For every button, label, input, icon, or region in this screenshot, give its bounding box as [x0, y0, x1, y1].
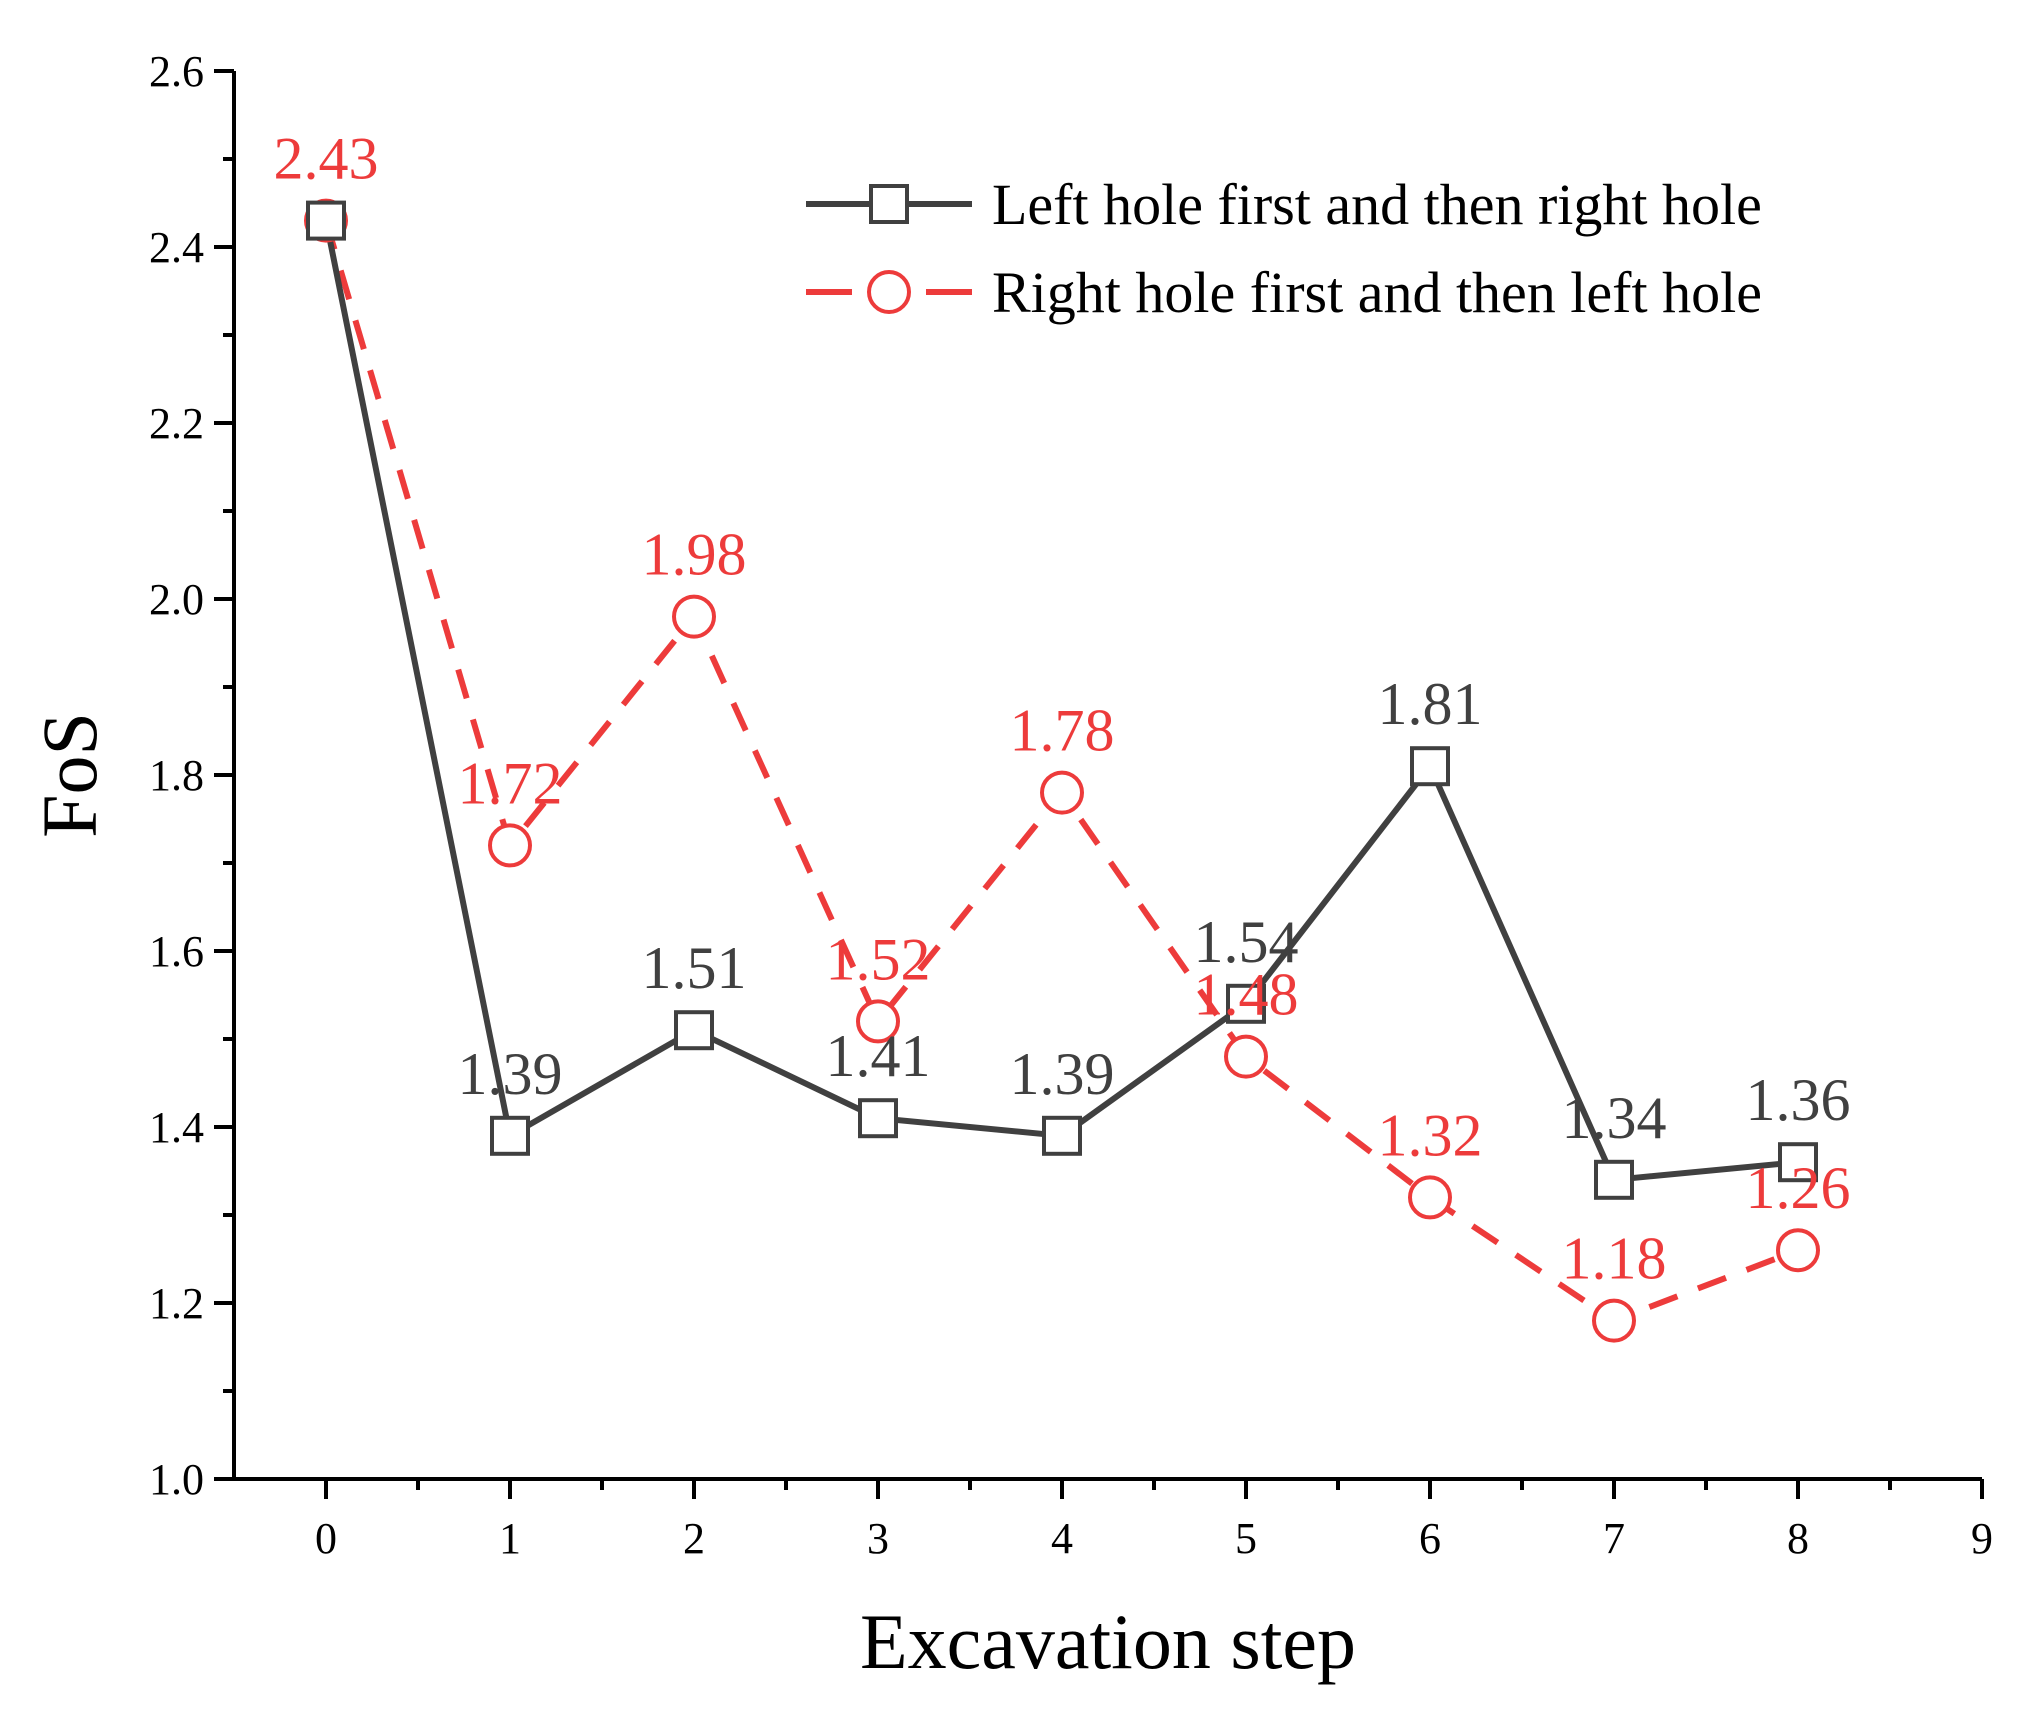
x-tick-label: 5 — [1235, 1514, 1257, 1563]
marker-square — [1226, 983, 1266, 1024]
marker-circle — [1408, 1175, 1452, 1220]
data-label-right-first: 1.48 — [1194, 962, 1299, 1028]
x-tick-label: 8 — [1787, 1514, 1809, 1563]
marker-square — [1042, 1115, 1082, 1156]
x-tick-label: 2 — [683, 1514, 705, 1563]
data-labels-layer: 1.39 1.51 1.41 1.39 1.54 1.81 1.34 1.36 2.43 1.72… — [274, 126, 1851, 1292]
data-label-left-first: 1.51 — [642, 935, 747, 1001]
marker-circle — [1592, 1298, 1636, 1343]
y-axis-title: FoS — [26, 712, 113, 838]
marker-square — [674, 1010, 714, 1051]
data-label-right-first: 1.26 — [1746, 1155, 1851, 1221]
data-label-left-first: 1.34 — [1562, 1085, 1667, 1151]
x-tick-label: 0 — [315, 1514, 337, 1563]
marker-circle — [488, 823, 532, 868]
marker-square — [1594, 1159, 1634, 1200]
x-axis-title: Excavation step — [860, 1598, 1356, 1685]
marker-square — [1778, 1142, 1818, 1183]
x-tick-label: 1 — [499, 1514, 521, 1563]
data-label-left-first: 1.36 — [1746, 1067, 1851, 1133]
x-tick-label: 4 — [1051, 1514, 1073, 1563]
y-tick-label: 2.2 — [149, 399, 204, 448]
data-label-right-first: 1.78 — [1010, 698, 1115, 764]
marker-square — [858, 1098, 898, 1139]
x-tick-label: 9 — [1971, 1514, 1993, 1563]
y-tick-label: 1.2 — [149, 1279, 204, 1328]
data-label-left-first: 1.39 — [1010, 1041, 1115, 1107]
legend-label: Left hole first and then right hole — [992, 172, 1762, 237]
x-tick-label: 7 — [1603, 1514, 1625, 1563]
data-label-left-first: 1.54 — [1194, 909, 1299, 975]
data-label-left-first: 1.39 — [458, 1041, 563, 1107]
y-tick-label: 1.0 — [149, 1455, 204, 1504]
data-label-left-first: 1.41 — [826, 1023, 931, 1089]
data-label-right-first: 1.72 — [458, 750, 563, 816]
y-tick-label: 1.4 — [149, 1103, 204, 1152]
data-label-left-first: 1.81 — [1378, 671, 1483, 737]
marker-square — [306, 200, 346, 241]
marker-circle — [856, 999, 900, 1044]
data-label-right-first: 1.98 — [642, 522, 747, 588]
data-label-right-first: 1.18 — [1562, 1226, 1667, 1292]
marker-circle — [672, 594, 716, 639]
legend-marker-circle — [867, 270, 911, 314]
axes: 1.0 1.2 1.4 1.6 1.8 2.0 2.2 2.4 2.6 0 1 2 3 4 5 6 7 8 9 Exc… — [26, 47, 1993, 1685]
legend: Left hole first and then right hole Right… — [806, 172, 1762, 325]
y-tick-label: 2.0 — [149, 575, 204, 624]
marker-circle — [1224, 1034, 1268, 1079]
x-tick-label: 6 — [1419, 1514, 1441, 1563]
y-tick-label: 1.8 — [149, 751, 204, 800]
series-layer — [304, 198, 1820, 1343]
data-label-right-first: 1.32 — [1378, 1102, 1483, 1168]
marker-circle — [1776, 1228, 1820, 1273]
data-label-right-first: 2.43 — [274, 126, 379, 192]
marker-circle — [1040, 770, 1084, 815]
x-tick-label: 3 — [867, 1514, 889, 1563]
y-tick-label: 1.6 — [149, 927, 204, 976]
data-label-right-first: 1.52 — [826, 926, 931, 992]
marker-square — [490, 1115, 530, 1156]
legend-marker-square — [869, 184, 909, 224]
marker-square — [1410, 746, 1450, 787]
legend-label: Right hole first and then left hole — [992, 260, 1762, 325]
y-tick-label: 2.4 — [149, 223, 204, 272]
y-tick-label: 2.6 — [149, 47, 204, 96]
